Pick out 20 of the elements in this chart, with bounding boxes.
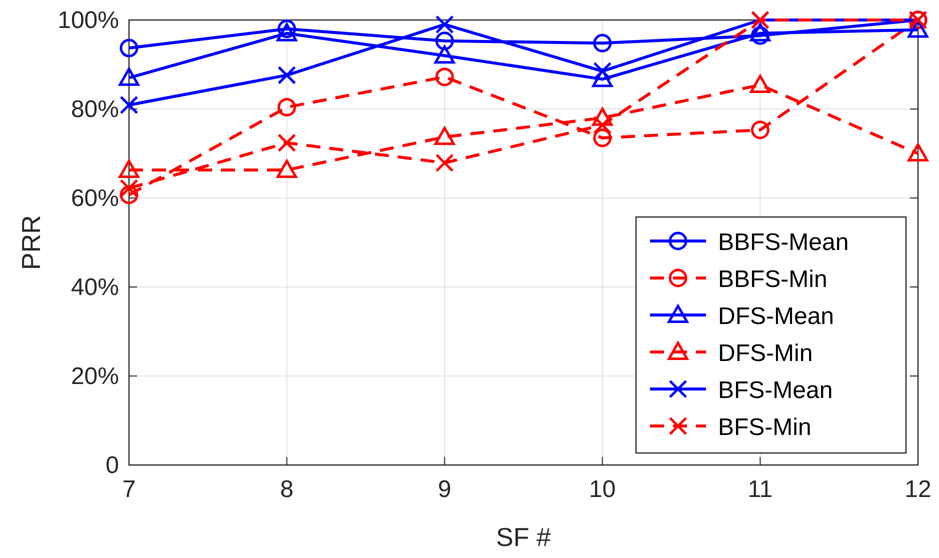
legend-label: DFS-Min (718, 340, 813, 367)
legend-label: BBFS-Mean (718, 229, 849, 256)
x-tick-label: 12 (904, 476, 932, 503)
legend-label: BBFS-Min (718, 266, 828, 293)
legend-label: BFS-Min (718, 414, 812, 441)
x-tick-label: 9 (438, 476, 452, 503)
y-axis-title: PRR (16, 215, 46, 270)
x-axis-title: SF # (496, 522, 552, 552)
x-tick-label: 11 (748, 476, 773, 503)
y-tick-label: 100% (58, 7, 119, 34)
legend-label: BFS-Mean (718, 377, 833, 404)
y-tick-label: 0 (106, 452, 119, 479)
y-tick-label: 20% (70, 363, 119, 390)
legend-label: DFS-Mean (718, 303, 834, 330)
x-tick-label: 10 (589, 476, 616, 503)
y-tick-label: 60% (70, 185, 119, 212)
y-tick-label: 40% (70, 274, 119, 301)
y-tick-label: 80% (70, 96, 119, 123)
x-tick-label: 7 (122, 476, 136, 503)
x-tick-label: 8 (280, 476, 294, 503)
